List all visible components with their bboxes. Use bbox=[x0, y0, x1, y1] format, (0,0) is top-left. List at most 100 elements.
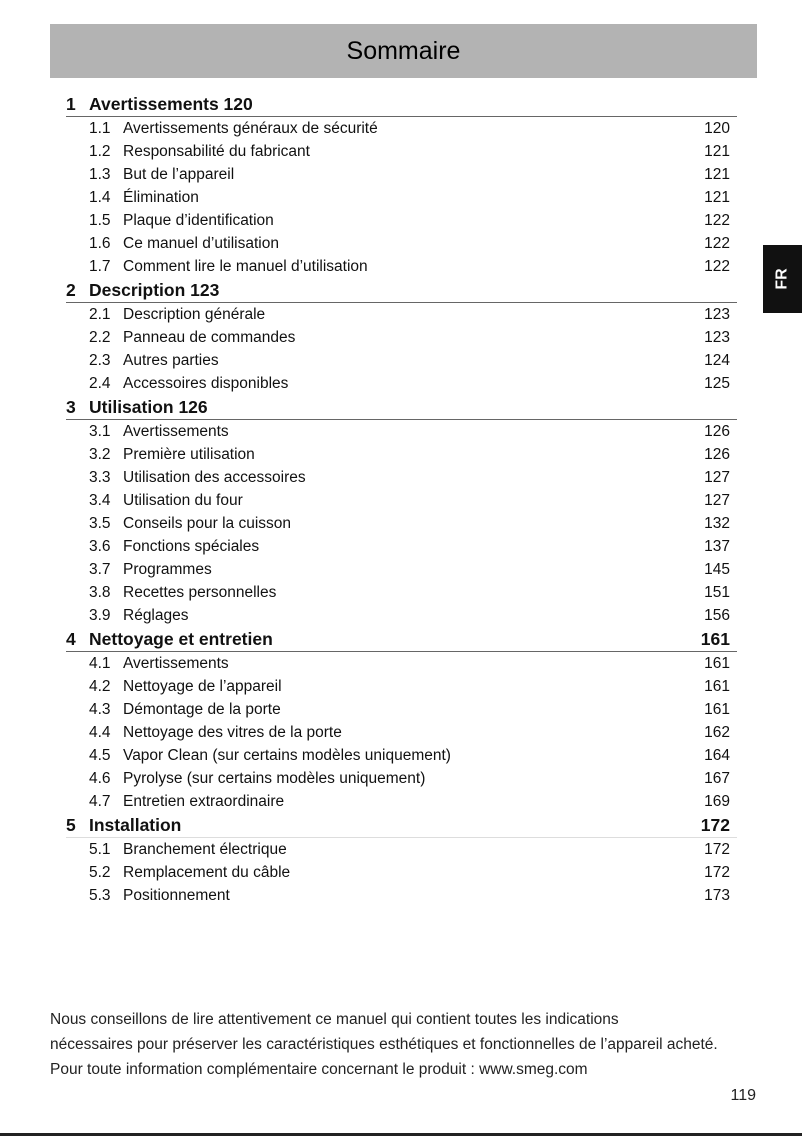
toc-entry[interactable]: 3.5 Conseils pour la cuisson 132 bbox=[66, 512, 737, 535]
entry-title: Positionnement bbox=[123, 886, 230, 904]
toc-entry[interactable]: 4.2 Nettoyage de l’appareil 161 bbox=[66, 675, 737, 698]
entry-title: Programmes bbox=[123, 560, 212, 578]
toc-entry[interactable]: 4.6 Pyrolyse (sur certains modèles unique… bbox=[66, 767, 737, 790]
toc-entry[interactable]: 3.8 Recettes personnelles 151 bbox=[66, 581, 737, 604]
toc-entry[interactable]: 5.3 Positionnement 173 bbox=[66, 884, 737, 907]
note-line: Nous conseillons de lire attentivement c… bbox=[50, 1011, 619, 1028]
toc-entry[interactable]: 2.3 Autres parties 124 bbox=[66, 349, 737, 372]
entry-title: Panneau de commandes bbox=[123, 328, 296, 346]
entry-page: 123 bbox=[704, 328, 730, 346]
toc-entry[interactable]: 1.3 But de l’appareil 121 bbox=[66, 163, 737, 186]
intro-note: Nous conseillons de lire attentivement c… bbox=[50, 1007, 718, 1082]
section-heading[interactable]: 5 Installation 172 bbox=[66, 813, 737, 838]
section-number: 1 bbox=[66, 93, 76, 114]
entry-page: 164 bbox=[704, 746, 730, 764]
entry-title: Réglages bbox=[123, 606, 189, 624]
entry-page: 121 bbox=[704, 188, 730, 206]
toc-entry[interactable]: 4.7 Entretien extraordinaire 169 bbox=[66, 790, 737, 813]
section-page: 161 bbox=[700, 628, 730, 649]
toc-entry[interactable]: 5.1 Branchement électrique 172 bbox=[66, 838, 737, 861]
section-title: Avertissements 120 bbox=[89, 93, 253, 114]
entry-page: 120 bbox=[704, 119, 730, 137]
toc-entry[interactable]: 1.4 Élimination 121 bbox=[66, 186, 737, 209]
toc-entry[interactable]: 3.9 Réglages 156 bbox=[66, 604, 737, 627]
entry-number: 1.6 bbox=[89, 234, 111, 252]
entry-number: 4.4 bbox=[89, 723, 111, 741]
toc-entry[interactable]: 3.7 Programmes 145 bbox=[66, 558, 737, 581]
toc-entry[interactable]: 3.2 Première utilisation 126 bbox=[66, 443, 737, 466]
entry-title: Remplacement du câble bbox=[123, 863, 291, 881]
entry-page: 125 bbox=[704, 374, 730, 392]
title-bar: Sommaire bbox=[50, 24, 757, 78]
entry-page: 162 bbox=[704, 723, 730, 741]
entry-title: Avertissements bbox=[123, 422, 229, 440]
entry-page: 167 bbox=[704, 769, 730, 787]
entry-number: 5.3 bbox=[89, 886, 111, 904]
toc-entry[interactable]: 3.4 Utilisation du four 127 bbox=[66, 489, 737, 512]
entry-title: Recettes personnelles bbox=[123, 583, 277, 601]
entry-title: Élimination bbox=[123, 188, 199, 206]
toc-entry[interactable]: 2.4 Accessoires disponibles 125 bbox=[66, 372, 737, 395]
entry-title: Avertissements généraux de sécurité bbox=[123, 119, 378, 137]
toc-entry[interactable]: 3.1 Avertissements 126 bbox=[66, 420, 737, 443]
section-title: Installation bbox=[89, 814, 182, 835]
section-title: Description 123 bbox=[89, 279, 220, 300]
toc-entry[interactable]: 1.5 Plaque d’identification 122 bbox=[66, 209, 737, 232]
toc-entry[interactable]: 1.6 Ce manuel d’utilisation 122 bbox=[66, 232, 737, 255]
toc-entry[interactable]: 2.1 Description générale 123 bbox=[66, 303, 737, 326]
entry-title: Autres parties bbox=[123, 351, 219, 369]
entry-title: Accessoires disponibles bbox=[123, 374, 289, 392]
section-heading[interactable]: 1 Avertissements 120 bbox=[66, 92, 737, 117]
entry-title: Branchement électrique bbox=[123, 840, 287, 858]
section-number: 5 bbox=[66, 814, 76, 835]
entry-title: Démontage de la porte bbox=[123, 700, 281, 718]
entry-page: 122 bbox=[704, 211, 730, 229]
entry-page: 161 bbox=[704, 654, 730, 672]
toc-entry[interactable]: 4.1 Avertissements 161 bbox=[66, 652, 737, 675]
toc-entry[interactable]: 3.3 Utilisation des accessoires 127 bbox=[66, 466, 737, 489]
entry-number: 2.3 bbox=[89, 351, 111, 369]
toc-entry[interactable]: 1.2 Responsabilité du fabricant 121 bbox=[66, 140, 737, 163]
entry-page: 173 bbox=[704, 886, 730, 904]
entry-title: Première utilisation bbox=[123, 445, 255, 463]
entry-number: 3.5 bbox=[89, 514, 111, 532]
entry-page: 169 bbox=[704, 792, 730, 810]
language-tab-label: FR bbox=[773, 268, 791, 290]
section-heading[interactable]: 4 Nettoyage et entretien 161 bbox=[66, 627, 737, 652]
section-heading[interactable]: 3 Utilisation 126 bbox=[66, 395, 737, 420]
entry-number: 4.5 bbox=[89, 746, 111, 764]
entry-number: 3.8 bbox=[89, 583, 111, 601]
toc-entry[interactable]: 1.7 Comment lire le manuel d’utilisation 1… bbox=[66, 255, 737, 278]
entry-page: 161 bbox=[704, 677, 730, 695]
entry-title: Plaque d’identification bbox=[123, 211, 274, 229]
toc-entry[interactable]: 3.6 Fonctions spéciales 137 bbox=[66, 535, 737, 558]
toc-entry[interactable]: 4.5 Vapor Clean (sur certains modèles uni… bbox=[66, 744, 737, 767]
table-of-contents: 1 Avertissements 120 1.1 Avertissements gén… bbox=[66, 92, 737, 907]
toc-entry[interactable]: 5.2 Remplacement du câble 172 bbox=[66, 861, 737, 884]
section-title: Utilisation 126 bbox=[89, 396, 208, 417]
section-heading[interactable]: 2 Description 123 bbox=[66, 278, 737, 303]
entry-page: 172 bbox=[704, 840, 730, 858]
entry-page: 127 bbox=[704, 468, 730, 486]
entry-number: 3.4 bbox=[89, 491, 111, 509]
entry-number: 3.3 bbox=[89, 468, 111, 486]
entry-title: Vapor Clean (sur certains modèles unique… bbox=[123, 746, 451, 764]
entry-number: 5.2 bbox=[89, 863, 111, 881]
entry-number: 4.2 bbox=[89, 677, 111, 695]
entry-number: 3.2 bbox=[89, 445, 111, 463]
toc-entry[interactable]: 2.2 Panneau de commandes 123 bbox=[66, 326, 737, 349]
toc-entry[interactable]: 1.1 Avertissements généraux de sécurité 12… bbox=[66, 117, 737, 140]
entry-title: But de l’appareil bbox=[123, 165, 235, 183]
entry-page: 123 bbox=[704, 305, 730, 323]
entry-page: 126 bbox=[704, 422, 730, 440]
language-tab: FR bbox=[763, 245, 802, 313]
entry-number: 2.4 bbox=[89, 374, 111, 392]
section-title: Nettoyage et entretien bbox=[89, 628, 273, 649]
entry-page: 126 bbox=[704, 445, 730, 463]
entry-number: 3.9 bbox=[89, 606, 111, 624]
toc-entry[interactable]: 4.3 Démontage de la porte 161 bbox=[66, 698, 737, 721]
entry-number: 2.1 bbox=[89, 305, 111, 323]
entry-title: Utilisation du four bbox=[123, 491, 243, 509]
entry-title: Description générale bbox=[123, 305, 266, 323]
toc-entry[interactable]: 4.4 Nettoyage des vitres de la porte 162 bbox=[66, 721, 737, 744]
